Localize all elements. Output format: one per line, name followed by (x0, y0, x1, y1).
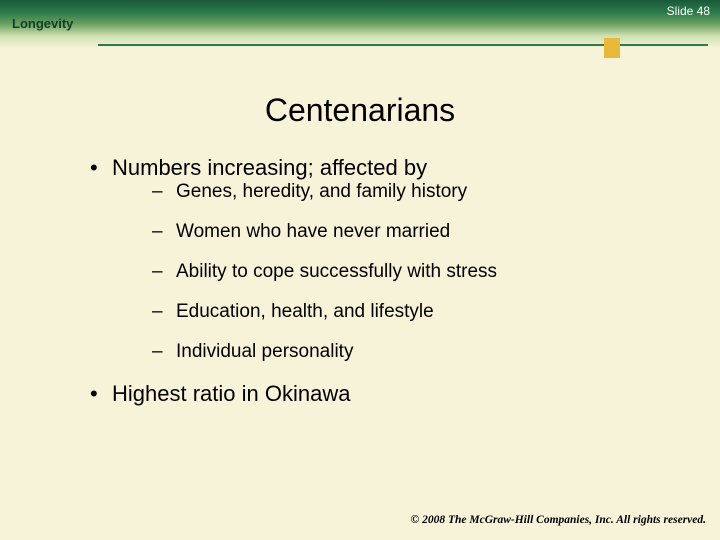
bullet-level1: Numbers increasing; affected by Genes, h… (90, 155, 680, 363)
bullet-text: Highest ratio in Okinawa (112, 381, 350, 406)
copyright-text: © 2008 The McGraw-Hill Companies, Inc. A… (411, 514, 706, 526)
bullet-level2: Education, health, and lifestyle (152, 301, 680, 323)
bullet-level2: Individual personality (152, 341, 680, 363)
sub-list: Genes, heredity, and family history Wome… (152, 181, 680, 363)
header-marker-icon (604, 38, 620, 58)
slide-number: Slide 48 (667, 4, 710, 18)
bullet-level2: Women who have never married (152, 221, 680, 243)
bullet-level1: Highest ratio in Okinawa (90, 381, 680, 407)
bullet-level2: Ability to cope successfully with stress (152, 261, 680, 283)
section-label: Longevity (12, 16, 73, 31)
bullet-level2: Genes, heredity, and family history (152, 181, 680, 203)
content-area: Numbers increasing; affected by Genes, h… (90, 155, 680, 425)
bullet-text: Numbers increasing; affected by (112, 155, 427, 180)
slide-title: Centenarians (0, 92, 720, 129)
